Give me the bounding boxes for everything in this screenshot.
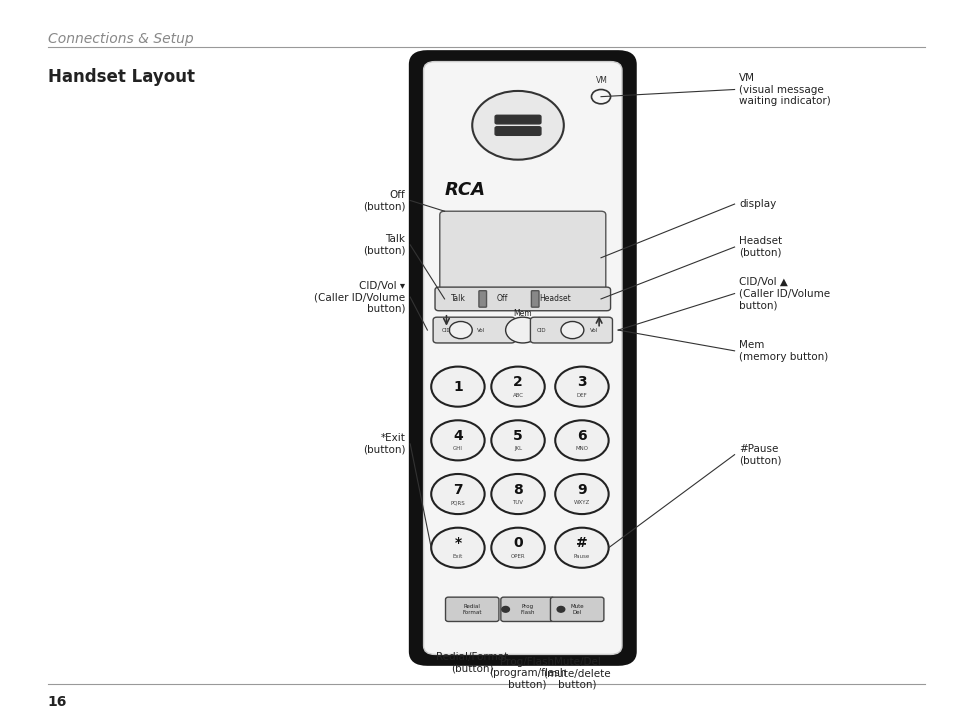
Text: Headset: Headset [538, 294, 571, 304]
Text: Mute/Del
(mute/delete
button): Mute/Del (mute/delete button) [543, 657, 610, 690]
FancyBboxPatch shape [423, 62, 621, 654]
FancyBboxPatch shape [433, 317, 515, 343]
Text: Off
(button): Off (button) [362, 190, 405, 211]
FancyBboxPatch shape [550, 597, 603, 621]
Text: ABC: ABC [512, 393, 523, 397]
Text: 0: 0 [513, 536, 522, 551]
Circle shape [560, 321, 583, 339]
Text: VM
(visual message
waiting indicator): VM (visual message waiting indicator) [739, 73, 830, 106]
Circle shape [431, 474, 484, 514]
Text: CID/Vol ▾
(Caller ID/Volume
button): CID/Vol ▾ (Caller ID/Volume button) [314, 281, 405, 314]
Text: Handset Layout: Handset Layout [48, 68, 194, 86]
Circle shape [431, 367, 484, 407]
Text: display: display [739, 199, 776, 209]
Text: 7: 7 [453, 483, 462, 497]
Text: #Pause
(button): #Pause (button) [739, 444, 781, 465]
Text: 1: 1 [453, 379, 462, 394]
Text: *: * [454, 536, 461, 551]
Text: 8: 8 [513, 483, 522, 497]
Text: Mem: Mem [513, 309, 532, 318]
Text: MNO: MNO [575, 447, 588, 451]
Circle shape [431, 420, 484, 460]
FancyBboxPatch shape [445, 597, 498, 621]
Text: PQRS: PQRS [450, 500, 465, 505]
Text: TUV: TUV [512, 500, 523, 505]
FancyBboxPatch shape [495, 127, 540, 135]
Text: 3: 3 [577, 375, 586, 390]
Text: Mute
Del: Mute Del [570, 604, 583, 615]
Circle shape [555, 528, 608, 568]
FancyBboxPatch shape [531, 291, 538, 307]
Text: 9: 9 [577, 483, 586, 497]
Text: Vol: Vol [476, 328, 485, 332]
Text: Off: Off [497, 294, 508, 304]
FancyBboxPatch shape [478, 291, 486, 307]
Circle shape [491, 367, 544, 407]
Text: DEF: DEF [576, 393, 587, 397]
Text: Talk: Talk [450, 294, 465, 304]
Text: Pause: Pause [573, 554, 590, 558]
Circle shape [472, 91, 563, 160]
Text: Talk
(button): Talk (button) [362, 234, 405, 256]
Text: #: # [576, 536, 587, 551]
Text: VM: VM [596, 76, 607, 85]
Text: OPER: OPER [510, 554, 525, 558]
Text: WXYZ: WXYZ [573, 500, 590, 505]
Text: CID/Vol ▲
(Caller ID/Volume
button): CID/Vol ▲ (Caller ID/Volume button) [739, 277, 830, 310]
Circle shape [557, 606, 564, 612]
Text: Prog/Flash
(program/flash
button): Prog/Flash (program/flash button) [488, 657, 566, 690]
Circle shape [491, 420, 544, 460]
Text: GHI: GHI [453, 447, 462, 451]
Circle shape [501, 606, 509, 612]
Circle shape [505, 317, 539, 343]
Circle shape [555, 474, 608, 514]
Text: CID: CID [441, 328, 451, 332]
Text: Vol: Vol [589, 328, 598, 332]
Text: 2: 2 [513, 375, 522, 390]
Circle shape [555, 367, 608, 407]
Text: Headset
(button): Headset (button) [739, 236, 781, 258]
Text: Redial/Format
(button): Redial/Format (button) [436, 652, 508, 673]
Circle shape [491, 528, 544, 568]
Circle shape [591, 90, 610, 104]
FancyBboxPatch shape [435, 287, 610, 311]
Text: Redial
Format: Redial Format [462, 604, 481, 615]
FancyBboxPatch shape [530, 317, 612, 343]
Text: *Exit
(button): *Exit (button) [362, 433, 405, 455]
Text: 5: 5 [513, 429, 522, 443]
FancyBboxPatch shape [410, 52, 635, 664]
FancyBboxPatch shape [439, 211, 605, 290]
Text: JKL: JKL [514, 447, 521, 451]
Text: 6: 6 [577, 429, 586, 443]
Text: 16: 16 [48, 695, 67, 709]
FancyBboxPatch shape [495, 115, 540, 124]
Text: CID: CID [537, 328, 546, 332]
Circle shape [431, 528, 484, 568]
Text: RCA: RCA [444, 180, 485, 199]
Text: 4: 4 [453, 429, 462, 443]
FancyBboxPatch shape [500, 597, 554, 621]
Text: Connections & Setup: Connections & Setup [48, 32, 193, 47]
Circle shape [491, 474, 544, 514]
Text: Exit: Exit [453, 554, 462, 558]
Circle shape [449, 321, 472, 339]
Text: Mem
(memory button): Mem (memory button) [739, 340, 828, 362]
Circle shape [555, 420, 608, 460]
Text: Prog
Flash: Prog Flash [519, 604, 535, 615]
